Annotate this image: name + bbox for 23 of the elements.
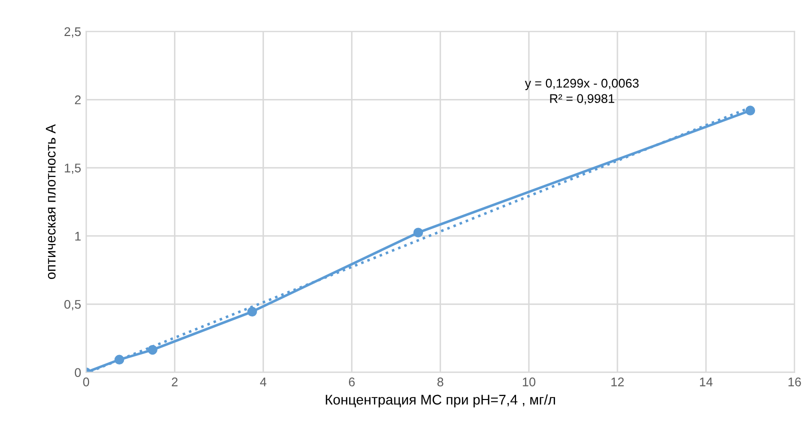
y-axis-title: оптическая плотность А bbox=[46, 124, 56, 279]
point bbox=[148, 344, 158, 355]
x-tick-label: 16 bbox=[788, 378, 801, 386]
y-tick-label: 2,5 bbox=[64, 27, 81, 38]
x-tick-label: 14 bbox=[700, 378, 713, 386]
y-tick-label: 0,5 bbox=[64, 300, 81, 310]
x-tick-label: 0 bbox=[83, 378, 90, 386]
x-tick-label: 6 bbox=[348, 378, 355, 386]
x-tick-label: 8 bbox=[437, 378, 444, 386]
y-tick-label: 2 bbox=[74, 95, 81, 104]
annotation: R² = 0,9981 bbox=[550, 94, 614, 104]
point bbox=[247, 306, 258, 317]
y-tick-label: 1 bbox=[75, 232, 81, 241]
y-tick-label: 0 bbox=[74, 368, 81, 377]
x-tick-label: 12 bbox=[611, 378, 624, 386]
x-tick-label: 2 bbox=[172, 378, 178, 386]
annotation: y = 0,1299x - 0,0063 bbox=[524, 78, 639, 90]
x-axis-title: Концентрация МС при pH=7,4 , мг/л bbox=[326, 394, 555, 408]
x-tick-label: 4 bbox=[260, 378, 266, 386]
y-tick-label: 1,5 bbox=[64, 164, 81, 174]
point bbox=[413, 228, 424, 238]
x-tick-label: 10 bbox=[522, 378, 536, 386]
point bbox=[745, 106, 756, 116]
